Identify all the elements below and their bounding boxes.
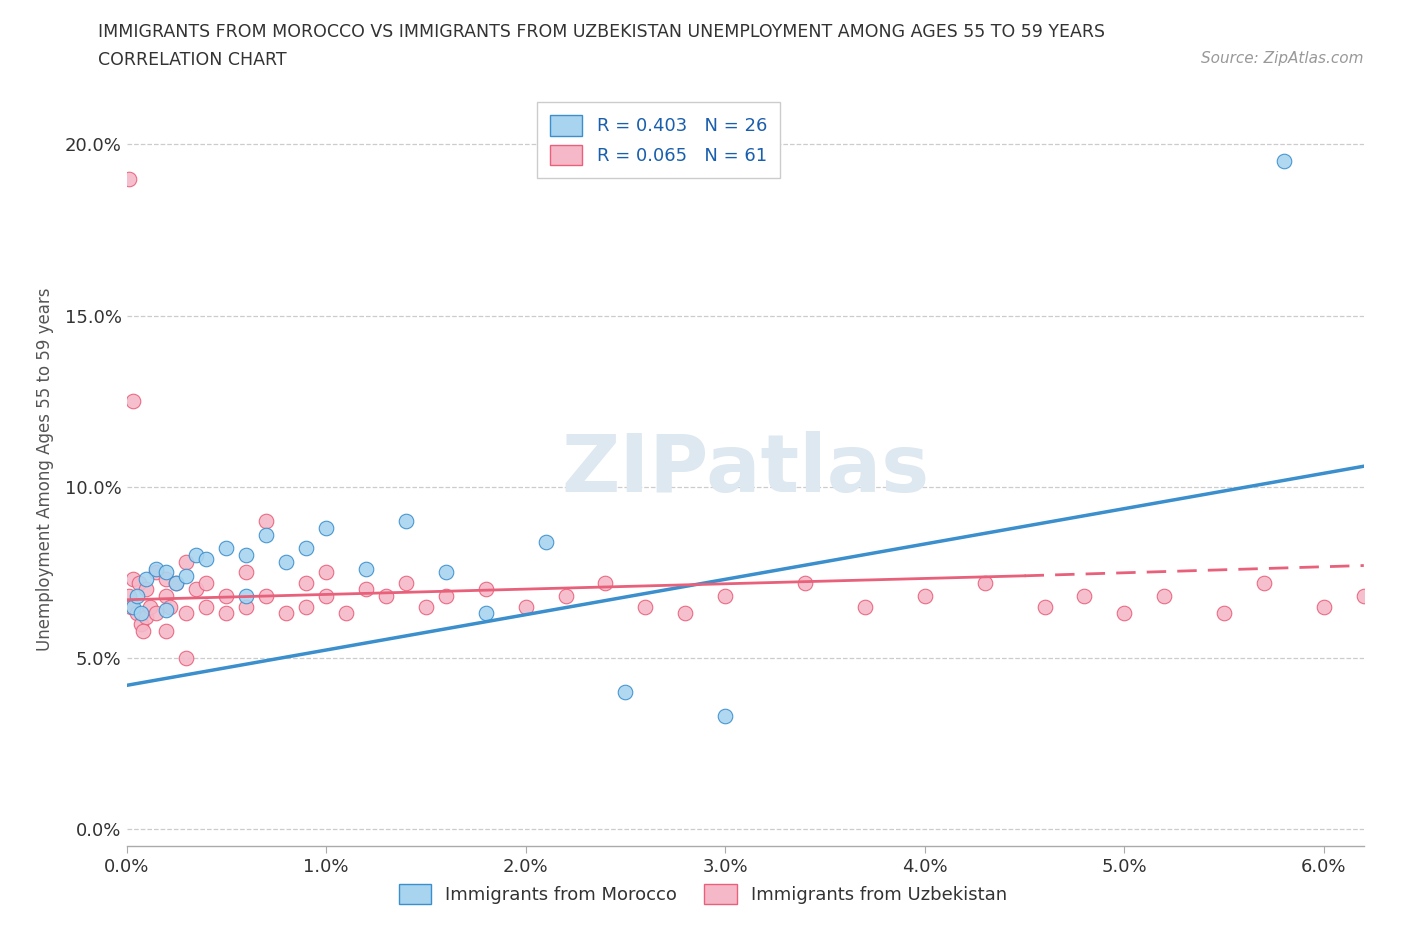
Point — [315, 521, 337, 536]
Point — [131, 623, 153, 638]
Point — [135, 609, 157, 624]
Point — [474, 582, 496, 597]
Point — [354, 562, 377, 577]
Point — [1213, 606, 1236, 621]
Point — [1353, 589, 1375, 604]
Point — [354, 582, 377, 597]
Text: Source: ZipAtlas.com: Source: ZipAtlas.com — [1201, 51, 1364, 66]
Point — [235, 589, 257, 604]
Point — [276, 606, 298, 621]
Point — [215, 589, 238, 604]
Point — [176, 651, 198, 666]
Point — [117, 171, 139, 186]
Text: ZIPatlas: ZIPatlas — [561, 431, 929, 509]
Point — [120, 599, 142, 614]
Point — [186, 548, 208, 563]
Point — [395, 575, 418, 591]
Point — [155, 589, 177, 604]
Point — [295, 575, 318, 591]
Point — [853, 599, 876, 614]
Point — [165, 575, 187, 591]
Point — [434, 565, 457, 579]
Point — [128, 575, 150, 591]
Point — [794, 575, 817, 591]
Legend: Immigrants from Morocco, Immigrants from Uzbekistan: Immigrants from Morocco, Immigrants from… — [391, 876, 1015, 911]
Point — [139, 599, 162, 614]
Point — [415, 599, 437, 614]
Point — [155, 623, 177, 638]
Point — [673, 606, 696, 621]
Point — [125, 606, 148, 621]
Point — [1272, 154, 1295, 169]
Point — [135, 582, 157, 597]
Point — [155, 565, 177, 579]
Point — [215, 541, 238, 556]
Point — [235, 548, 257, 563]
Point — [215, 606, 238, 621]
Point — [714, 709, 737, 724]
Point — [315, 565, 337, 579]
Point — [254, 513, 277, 528]
Legend: R = 0.403   N = 26, R = 0.065   N = 61: R = 0.403 N = 26, R = 0.065 N = 61 — [537, 102, 780, 178]
Point — [235, 565, 257, 579]
Point — [295, 599, 318, 614]
Point — [186, 582, 208, 597]
Point — [1073, 589, 1095, 604]
Text: IMMIGRANTS FROM MOROCCO VS IMMIGRANTS FROM UZBEKISTAN UNEMPLOYMENT AMONG AGES 55: IMMIGRANTS FROM MOROCCO VS IMMIGRANTS FR… — [98, 23, 1105, 41]
Point — [254, 527, 277, 542]
Point — [254, 589, 277, 604]
Point — [295, 541, 318, 556]
Point — [276, 554, 298, 569]
Point — [129, 606, 152, 621]
Y-axis label: Unemployment Among Ages 55 to 59 years: Unemployment Among Ages 55 to 59 years — [35, 288, 53, 651]
Point — [145, 606, 167, 621]
Point — [176, 606, 198, 621]
Point — [554, 589, 576, 604]
Text: CORRELATION CHART: CORRELATION CHART — [98, 51, 287, 69]
Point — [714, 589, 737, 604]
Point — [1313, 599, 1336, 614]
Point — [129, 617, 152, 631]
Point — [176, 554, 198, 569]
Point — [145, 565, 167, 579]
Point — [195, 599, 218, 614]
Point — [315, 589, 337, 604]
Point — [125, 589, 148, 604]
Point — [195, 575, 218, 591]
Point — [335, 606, 357, 621]
Point — [634, 599, 657, 614]
Point — [614, 684, 637, 699]
Point — [159, 599, 181, 614]
Point — [121, 393, 143, 408]
Point — [135, 572, 157, 587]
Point — [474, 606, 496, 621]
Point — [155, 572, 177, 587]
Point — [155, 603, 177, 618]
Point — [165, 575, 187, 591]
Point — [145, 562, 167, 577]
Point — [434, 589, 457, 604]
Point — [914, 589, 936, 604]
Point — [375, 589, 398, 604]
Point — [1153, 589, 1175, 604]
Point — [121, 572, 143, 587]
Point — [1253, 575, 1275, 591]
Point — [973, 575, 995, 591]
Point — [1114, 606, 1136, 621]
Point — [395, 513, 418, 528]
Point — [195, 551, 218, 566]
Point — [235, 599, 257, 614]
Point — [121, 599, 143, 614]
Point — [515, 599, 537, 614]
Point — [534, 534, 557, 549]
Point — [117, 589, 139, 604]
Point — [176, 568, 198, 583]
Point — [1033, 599, 1056, 614]
Point — [595, 575, 617, 591]
